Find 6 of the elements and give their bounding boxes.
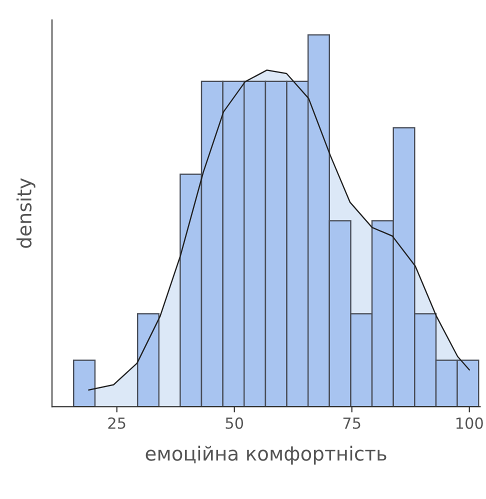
x-axis-title: емоційна комфортність [146, 446, 386, 465]
x-tick-label: 50 [226, 417, 244, 429]
x-tick-label: 75 [343, 418, 360, 429]
x-tick-label: 100 [456, 417, 483, 429]
x-tick-label: 25 [108, 417, 126, 429]
y-axis-title: density [16, 178, 36, 248]
